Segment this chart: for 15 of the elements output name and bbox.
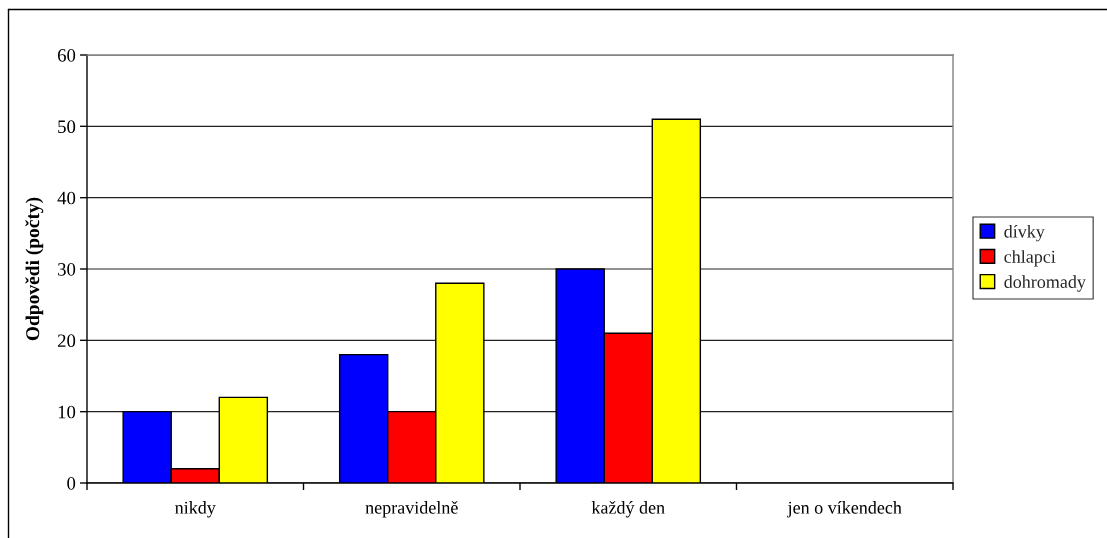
x-tick-label: nepravidelně <box>365 501 458 518</box>
y-tick-label: 30 <box>58 263 76 276</box>
y-axis-title: Odpovědi (počty) <box>25 197 44 341</box>
x-tick-label: nikdy <box>175 501 216 518</box>
y-tick-label: 0 <box>67 477 76 490</box>
legend-label: dívky <box>1004 224 1045 242</box>
x-tick-label: jen o víkendech <box>787 501 902 518</box>
y-tick-label: 20 <box>57 334 76 348</box>
y-tick-label: 50 <box>58 120 76 134</box>
y-tick-label: 10 <box>58 405 76 419</box>
y-tick-label: 40 <box>57 191 76 205</box>
x-tick-label: každý den <box>591 501 665 518</box>
y-tick-label: 60 <box>57 49 76 62</box>
legend-label: dohromady <box>1004 275 1086 292</box>
legend-label: chlapci <box>1004 250 1056 267</box>
